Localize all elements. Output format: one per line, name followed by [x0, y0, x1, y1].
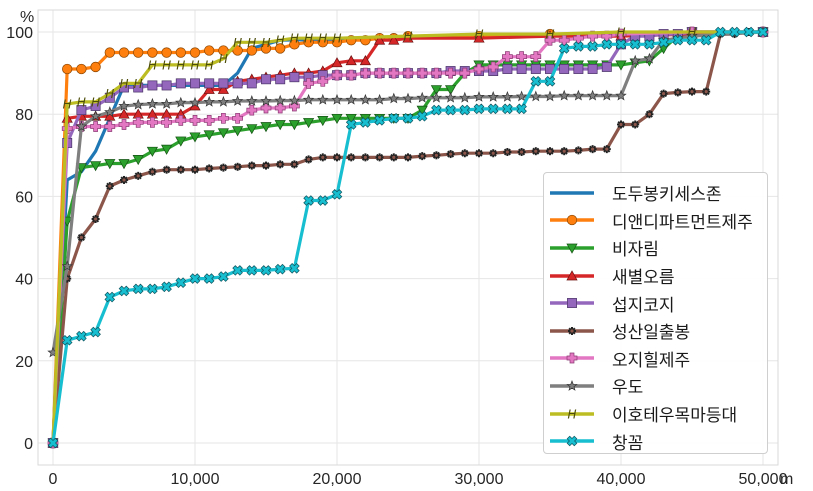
legend-item-ojihill: 오지힐제주 [550, 345, 767, 373]
y-tick-label: 0 [24, 436, 33, 453]
x-tick-label: 10,000 [171, 471, 220, 488]
svg-text:H: H [77, 95, 86, 109]
x-tick-label: 30,000 [455, 471, 504, 488]
svg-text:H: H [162, 58, 171, 72]
legend-square-marker-icon [550, 298, 594, 309]
legend-label: 이호테우목마등대 [612, 406, 738, 427]
legend-item-dodubong: 도두봉키세스존 [550, 179, 767, 207]
legend-label: 도두봉키세스존 [612, 185, 722, 206]
legend-plus-marker-icon [550, 353, 594, 364]
x-tick-label: 50,000 [739, 471, 788, 488]
svg-text:H: H [276, 34, 285, 48]
svg-text:H: H [190, 58, 199, 72]
svg-text:H: H [474, 28, 483, 42]
legend-asterisk-marker-icon [550, 326, 594, 335]
svg-text:H: H [148, 58, 157, 72]
legend-label: 오지힐제주 [612, 350, 691, 371]
y-tick-label: 80 [15, 107, 33, 124]
svg-text:H: H [134, 77, 143, 91]
svg-text:H: H [290, 32, 299, 46]
svg-text:H: H [233, 36, 242, 50]
legend-label: 섭지코지 [612, 295, 675, 316]
legend-h-marker-icon: H [550, 407, 594, 421]
legend-item-changkkom: 창꼼 [550, 427, 767, 455]
legend-label: 새별오름 [612, 268, 675, 289]
svg-text:H: H [616, 26, 625, 40]
series-layer: HHHHHHHHHHHHHHHHHHHHHHHHHHH [47, 26, 769, 451]
svg-text:H: H [687, 26, 696, 40]
x-tick-label: 40,000 [597, 471, 646, 488]
svg-text:H: H [247, 36, 256, 50]
svg-text:H: H [63, 97, 72, 111]
y-tick-label: 20 [15, 354, 33, 371]
x-tick-label: 20,000 [313, 471, 362, 488]
svg-text:H: H [567, 407, 576, 421]
y-tick-label: 60 [15, 189, 33, 206]
legend-label: 창꼼 [612, 433, 644, 454]
svg-text:H: H [105, 87, 114, 101]
legend-item-seopjikoji: 섭지코지 [550, 289, 767, 317]
legend-label: 비자림 [612, 240, 659, 261]
legend-x-marker-icon [550, 435, 594, 447]
svg-text:H: H [261, 36, 270, 50]
y-tick-label: 100 [6, 25, 33, 42]
plot-frame [37, 9, 779, 466]
svg-text:H: H [119, 77, 128, 91]
legend-item-iho: H 이호테우목마등대 [550, 400, 767, 428]
svg-text:H: H [205, 58, 214, 72]
legend-label: 디앤디파트먼트제주 [612, 212, 753, 233]
svg-text:H: H [304, 32, 313, 46]
x-axis: 0 10,000 20,000 30,000 40,000 50,000 [49, 471, 788, 488]
legend-star-marker-icon [550, 379, 594, 391]
y-tick-label: 40 [15, 272, 33, 289]
legend-line-plain-icon [550, 191, 594, 195]
svg-text:H: H [91, 95, 100, 109]
svg-text:H: H [219, 52, 228, 66]
legend-circle-marker-icon [550, 215, 594, 226]
legend-item-saebyeol: 새별오름 [550, 262, 767, 290]
legend-label: 우도 [612, 378, 644, 399]
x-axis-unit-label: m [780, 471, 793, 488]
legend-item-seongsan: 성산일출봉 [550, 317, 767, 345]
series-line [47, 26, 769, 449]
y-axis: 0 20 40 60 80 100 [6, 25, 33, 453]
legend-triangle-up-marker-icon [550, 269, 594, 280]
y-axis-unit-label: % [20, 9, 34, 26]
legend-item-bijarim: 비자림 [550, 234, 767, 262]
svg-text:H: H [318, 32, 327, 46]
svg-text:H: H [332, 32, 341, 46]
x-tick-label: 0 [49, 471, 58, 488]
svg-text:H: H [545, 28, 554, 42]
svg-text:H: H [176, 58, 185, 72]
series-line [47, 26, 769, 358]
legend: 도두봉키세스존 디앤디파트먼트제주 비자림 새별오름 섭지코지 성산일출봉 오지… [543, 172, 768, 454]
legend-triangle-down-marker-icon [550, 243, 594, 254]
legend-label: 성산일출봉 [612, 323, 691, 344]
legend-item-udo: 우도 [550, 372, 767, 400]
svg-text:H: H [403, 30, 412, 44]
legend-item-dnd: 디앤디파트먼트제주 [550, 207, 767, 235]
